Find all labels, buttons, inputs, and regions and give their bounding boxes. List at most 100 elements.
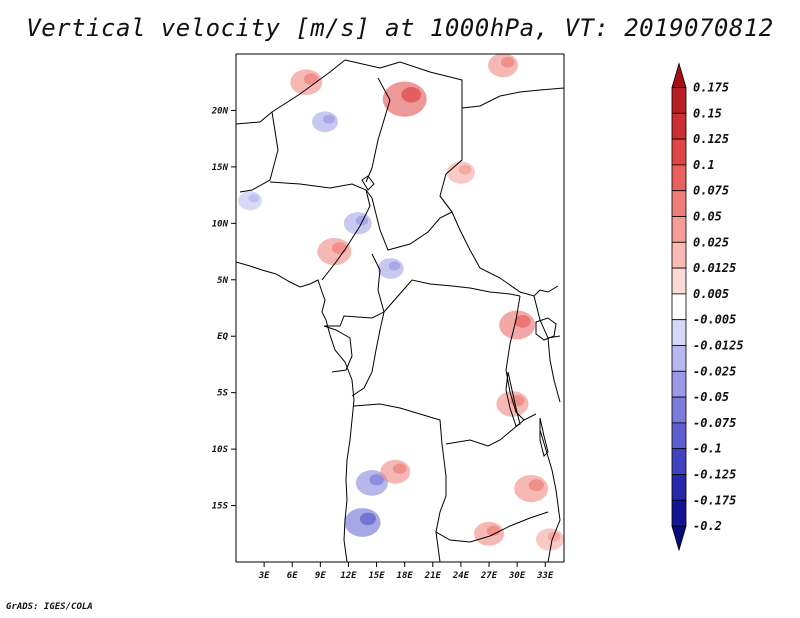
colorbar-label: 0.15 — [693, 106, 722, 120]
colorbar-segment — [671, 267, 687, 295]
y-tick-label: 10S — [212, 445, 229, 455]
coastline — [236, 261, 355, 562]
border-algeria-mali — [236, 59, 346, 125]
border-nigeria-cameroon — [321, 189, 371, 281]
x-tick-label: 21E — [424, 571, 442, 581]
colorbar-segment — [671, 216, 687, 243]
colorbar-segment — [671, 345, 687, 372]
colorbar-segment — [671, 190, 687, 217]
x-tick-label: 9E — [315, 571, 326, 581]
colorbar-label: -0.0125 — [693, 339, 744, 353]
colorbar: 0.175 0.15 0.125 0.1 0.075 0.05 0.025 0.0125 0.0… — [671, 62, 744, 552]
field-patch-core — [393, 463, 407, 474]
border-congo-drc — [351, 311, 385, 397]
colorbar-label: 0.125 — [693, 132, 729, 146]
colorbar-label: -0.2 — [693, 519, 722, 533]
colorbar-segment — [671, 241, 687, 269]
field-patch-core — [359, 512, 377, 526]
y-tick-label: 20N — [211, 106, 229, 116]
colorbar-segment — [671, 112, 687, 140]
border-angola-zambia — [435, 476, 471, 543]
border-uganda-kenya — [533, 295, 561, 339]
border-sudan-east — [461, 87, 564, 109]
colorbar-segment — [671, 474, 687, 501]
field-patch-core — [500, 57, 515, 68]
x-tick-label: 18E — [397, 571, 414, 581]
field-patch-core — [388, 261, 401, 271]
y-axis: 20N 15N 10N 5N EQ 5S 10S 15S — [211, 106, 236, 512]
field-patch-core — [486, 525, 501, 537]
y-tick-label: 5S — [217, 389, 228, 399]
field-patch-core — [369, 474, 384, 486]
border-southsudan — [469, 249, 559, 297]
x-tick-label: 3E — [258, 571, 270, 581]
border-niger-nigeria — [269, 181, 373, 199]
field-patch-core — [528, 479, 544, 492]
border-drc-angola — [353, 403, 447, 477]
field-patch-core — [401, 87, 422, 103]
velocity-field — [238, 54, 564, 551]
border-niger-libya — [344, 59, 463, 108]
border-tanzania — [547, 337, 561, 403]
colorbar-segment — [671, 422, 687, 450]
border-zambia-zimbabwe — [469, 511, 549, 543]
country-borders — [236, 59, 564, 562]
border-sudan-southsudan — [439, 195, 453, 213]
y-tick-label: EQ — [217, 332, 228, 342]
border-niger-chad — [365, 77, 391, 183]
lake-malawi — [539, 417, 549, 457]
border-chad-car — [371, 197, 453, 251]
field-patch-core — [355, 215, 369, 226]
y-tick-label: 15S — [212, 502, 229, 512]
colorbar-label: -0.075 — [693, 416, 736, 430]
field-patch-core — [248, 194, 260, 203]
x-tick-label: 15E — [368, 571, 385, 581]
colorbar-segment — [671, 87, 687, 114]
lake-victoria — [535, 317, 557, 341]
lake-tanganyika — [505, 371, 521, 427]
colorbar-label: -0.025 — [693, 364, 736, 378]
x-axis: 3E 6E 9E 12E 15E 18E 21E 24E 27E 30E 33E — [258, 562, 554, 581]
colorbar-arrow-top — [671, 62, 687, 88]
border-mozambique — [539, 429, 561, 562]
colorbar-label: 0.025 — [693, 235, 729, 249]
colorbar-segment — [671, 293, 687, 321]
plot-frame — [235, 53, 565, 563]
colorbar-label: 0.005 — [693, 287, 729, 301]
colorbar-segment — [671, 396, 687, 424]
colorbar-segment — [671, 164, 687, 192]
x-tick-label: 6E — [287, 571, 298, 581]
colorbar-label: 0.175 — [693, 81, 729, 95]
y-tick-label: 15N — [212, 163, 229, 173]
border-drc-east — [505, 295, 525, 421]
chart-title: Vertical velocity [m/s] at 1000hPa, VT: … — [26, 14, 774, 42]
field-patch-core — [323, 114, 335, 124]
colorbar-segment — [671, 370, 687, 398]
border-cameroon-car — [324, 253, 385, 327]
border-namibia-botswana — [435, 531, 441, 562]
y-tick-label: 5N — [217, 276, 228, 286]
x-tick-label: 24E — [452, 571, 470, 581]
field-patch-core — [458, 164, 472, 175]
colorbar-segment — [671, 499, 687, 527]
colorbar-label: -0.1 — [693, 442, 722, 456]
lake-chad — [361, 175, 375, 191]
colorbar-label: -0.125 — [693, 468, 736, 482]
field-patch-core — [303, 73, 319, 85]
border-congo-gabon — [323, 325, 353, 373]
colorbar-label: -0.05 — [693, 390, 729, 404]
border-mali-niger — [239, 111, 279, 193]
footer-credit: GrADS: IGES/COLA — [6, 602, 93, 612]
colorbar-label: 0.05 — [693, 210, 722, 224]
x-tick-label: 27E — [480, 571, 498, 581]
colorbar-label: -0.175 — [693, 493, 736, 507]
colorbar-segment — [671, 448, 687, 475]
field-patch-core — [514, 315, 531, 328]
colorbar-label: 0.0125 — [693, 261, 736, 275]
colorbar-segment — [671, 319, 687, 346]
colorbar-label: -0.005 — [693, 313, 736, 327]
colorbar-label: 0.1 — [693, 158, 715, 172]
colorbar-arrow-bottom — [671, 525, 687, 552]
field-patch-core — [331, 242, 348, 255]
